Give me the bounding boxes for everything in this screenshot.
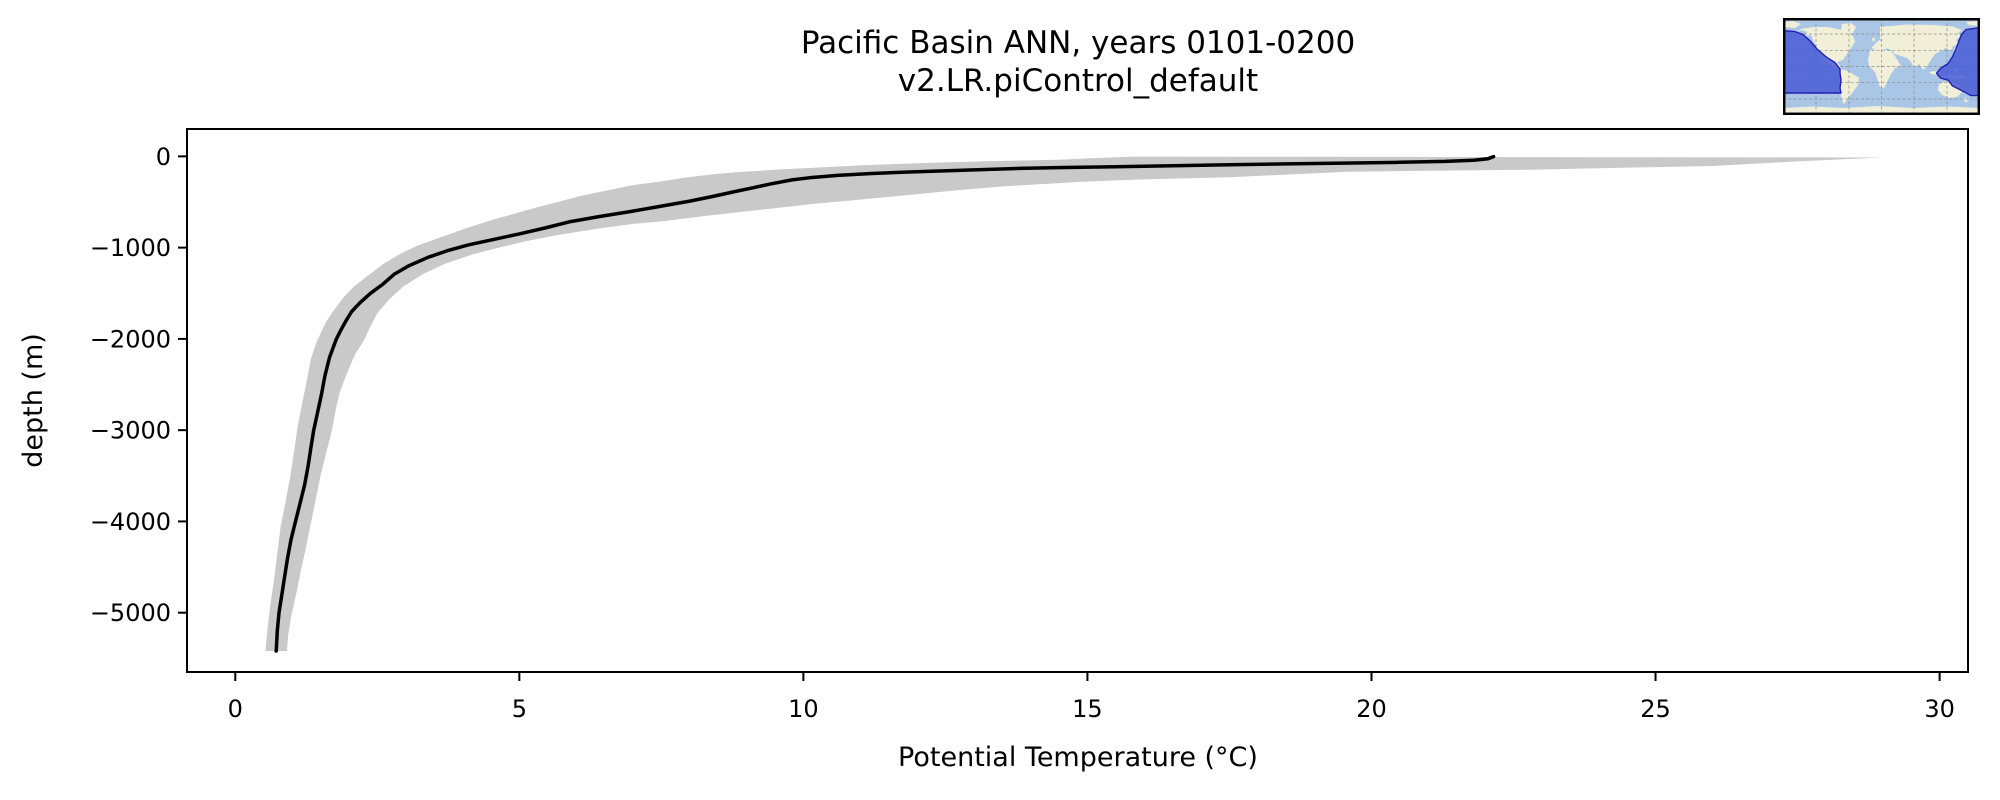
x-tick-label: 10 bbox=[788, 695, 819, 723]
y-axis-label: depth (m) bbox=[18, 333, 49, 468]
temperature-profile-line bbox=[274, 154, 1496, 653]
plot-frame bbox=[186, 128, 1969, 673]
x-tick-label: 5 bbox=[512, 695, 527, 723]
world-map-inset bbox=[1783, 18, 1980, 115]
map-land-siberia-west bbox=[1783, 21, 1801, 28]
chart-title-line1: Pacific Basin ANN, years 0101-0200 bbox=[801, 25, 1355, 61]
x-tick-label: 20 bbox=[1356, 695, 1387, 723]
y-tick-label: −4000 bbox=[90, 508, 171, 536]
x-tick-label: 25 bbox=[1640, 695, 1671, 723]
map-land-new-zealand bbox=[1964, 97, 1968, 103]
chart-title-line2: v2.LR.piControl_default bbox=[898, 63, 1258, 99]
map-frame bbox=[1783, 18, 1980, 115]
map-pacific-highlight bbox=[1783, 27, 1980, 97]
x-axis-ticks: 0 5 10 15 20 25 30 bbox=[228, 672, 1955, 723]
y-tick-label: −1000 bbox=[90, 234, 171, 262]
x-tick-label: 15 bbox=[1072, 695, 1103, 723]
x-tick-label: 0 bbox=[228, 695, 243, 723]
x-tick-label: 30 bbox=[1924, 695, 1955, 723]
map-land-north-america bbox=[1795, 27, 1855, 70]
spread-band bbox=[265, 156, 1883, 651]
y-tick-label: −5000 bbox=[90, 599, 171, 627]
map-land-siberia-east bbox=[1966, 21, 1980, 26]
y-tick-label: 0 bbox=[156, 143, 171, 171]
y-tick-label: −3000 bbox=[90, 417, 171, 445]
map-land-asia bbox=[1880, 24, 1962, 70]
y-axis-ticks: 0 −1000 −2000 −3000 −4000 −5000 bbox=[90, 143, 187, 627]
map-land-africa bbox=[1868, 49, 1901, 88]
map-land-britain bbox=[1872, 37, 1875, 42]
map-pacific-highlight-east bbox=[1783, 29, 1842, 94]
map-land-south-america bbox=[1840, 69, 1859, 104]
map-pacific-highlight-west bbox=[1935, 27, 1980, 97]
y-tick-label: −2000 bbox=[90, 325, 171, 353]
x-axis-label: Potential Temperature (°C) bbox=[898, 742, 1258, 773]
